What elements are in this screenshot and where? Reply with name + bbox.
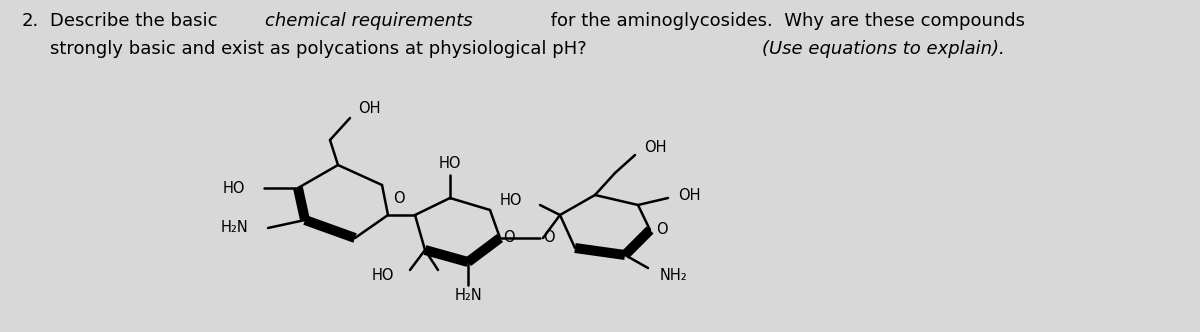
Text: HO: HO — [372, 268, 394, 283]
Text: Describe the basic: Describe the basic — [50, 12, 223, 30]
Text: HO: HO — [222, 181, 245, 196]
Text: O: O — [656, 222, 667, 237]
Text: (Use equations to explain).: (Use equations to explain). — [762, 40, 1004, 58]
Text: O: O — [503, 230, 515, 245]
Text: for the aminoglycosides.  Why are these compounds: for the aminoglycosides. Why are these c… — [545, 12, 1025, 30]
Text: 2.: 2. — [22, 12, 40, 30]
Text: NH₂: NH₂ — [660, 268, 688, 283]
Text: OH: OH — [644, 139, 666, 154]
Text: HO: HO — [439, 155, 461, 171]
Text: HO: HO — [499, 193, 522, 208]
Text: strongly basic and exist as polycations at physiological pH?: strongly basic and exist as polycations … — [50, 40, 599, 58]
Text: H₂N: H₂N — [221, 220, 248, 235]
Text: O: O — [394, 191, 404, 206]
Text: H₂N: H₂N — [454, 289, 482, 303]
Text: OH: OH — [358, 101, 380, 116]
Text: OH: OH — [678, 188, 701, 203]
Text: chemical requirements: chemical requirements — [265, 12, 473, 30]
Text: O: O — [542, 230, 554, 245]
